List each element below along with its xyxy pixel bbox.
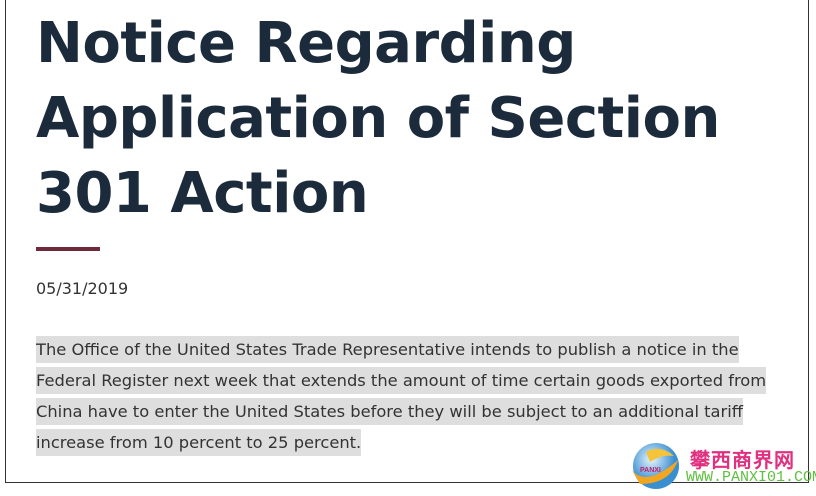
- watermark-url: WWW.PANXI01.COM: [686, 469, 816, 486]
- logo-text: PANXI: [640, 467, 661, 474]
- globe-logo-icon: PANXI: [632, 443, 679, 489]
- page-title: Notice Regarding Application of Section …: [36, 11, 720, 226]
- watermark: PANXI 攀西商界网 WWW.PANXI01.COM: [626, 440, 816, 491]
- highlighted-text: The Office of the United States Trade Re…: [36, 336, 767, 456]
- watermark-name: 攀西商界网: [690, 450, 795, 472]
- publish-date: 05/31/2019: [36, 279, 129, 298]
- body-paragraph: The Office of the United States Trade Re…: [36, 334, 776, 458]
- title-divider: [36, 247, 100, 251]
